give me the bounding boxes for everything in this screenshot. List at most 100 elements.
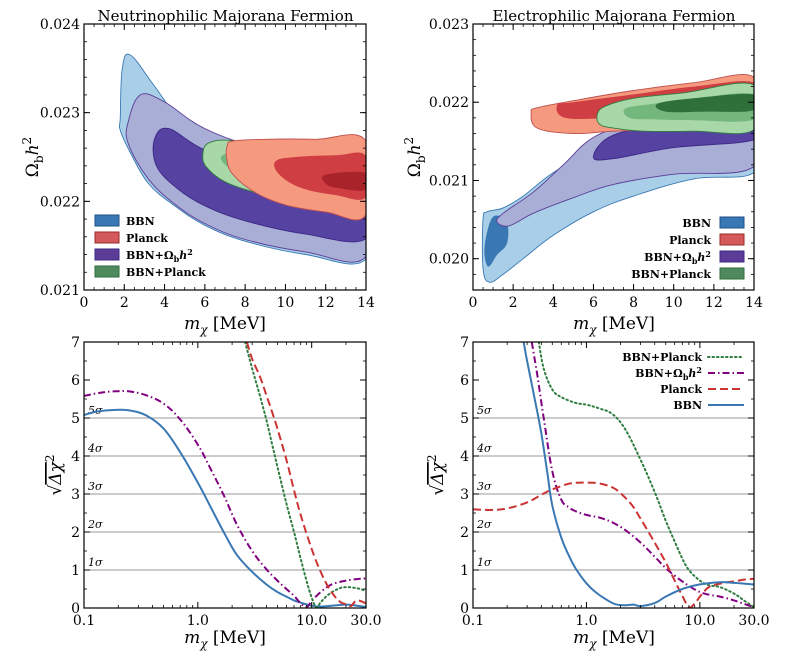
legend-swatch-bbn-b-h <box>94 248 120 261</box>
x-axis-label: mχ [MeV] <box>184 628 266 651</box>
y-tick-label: 0.024 <box>40 17 80 33</box>
y-tick-label: 6 <box>460 373 469 389</box>
x-tick-label: 8 <box>241 295 250 311</box>
series-line-bbn-b-h <box>84 390 366 608</box>
svg-text:Ωbh2: Ωbh2 <box>402 137 428 177</box>
x-tick-label: 0 <box>469 295 478 311</box>
legend-swatch-bbn-b-h <box>719 250 745 263</box>
x-tick-label: 30.0 <box>738 613 769 629</box>
legend-label-planck: Planck <box>126 232 168 245</box>
legend-swatch-bbn <box>719 216 745 229</box>
y-tick-label: 4 <box>460 449 469 465</box>
axes-frame <box>83 341 367 609</box>
y-axis-label: Ωbh2 <box>402 137 428 177</box>
legend-swatch-planck <box>94 231 120 244</box>
axes: 0.1 1.0 10.0 30.0 0 1 2 3 4 5 6 7 <box>460 335 770 629</box>
legend-swatch-planck <box>719 233 745 246</box>
contour-planck-core <box>321 171 366 191</box>
y-tick-label: 0.022 <box>429 95 469 111</box>
legend-label-bbn-b-h: BBN+Ωbh2 <box>635 365 702 382</box>
plot-area <box>481 74 754 283</box>
plot-area <box>118 53 366 265</box>
contour-bbn-inner <box>484 215 509 267</box>
y-axis-label: Ωbh2 <box>20 137 46 177</box>
y-tick-label: 7 <box>71 335 80 351</box>
y-tick-label: 0 <box>460 601 469 617</box>
x-axis-label: mχ [MeV] <box>184 314 266 337</box>
y-tick-label: 0.021 <box>429 173 469 189</box>
legend-swatch-bbn-planck <box>719 267 745 280</box>
x-tick-label: 30.0 <box>350 613 381 629</box>
y-tick-label: 2 <box>460 525 469 541</box>
sigma-label: 3σ <box>88 480 103 493</box>
svg-text:Ωbh2: Ωbh2 <box>20 137 46 177</box>
x-tick-label: 0.1 <box>73 613 95 629</box>
x-tick-label: 12 <box>317 295 335 311</box>
x-tick-label: 14 <box>357 295 375 311</box>
x-tick-label: 8 <box>629 295 638 311</box>
legend-swatch-bbn-planck <box>94 265 120 278</box>
x-axis-label: mχ [MeV] <box>573 628 655 651</box>
x-tick-label: 6 <box>589 295 598 311</box>
panel-title: Neutrinophilic Majorana Fermion <box>98 7 354 25</box>
series-line-bbn <box>522 342 754 608</box>
y-tick-label: 3 <box>71 487 80 503</box>
axes-frame <box>472 341 755 609</box>
x-tick-label: 10 <box>665 295 683 311</box>
y-tick-label: 3 <box>460 487 469 503</box>
panel-electrophilic-contours: Electrophilic Majorana Fermion 0 2 4 6 8 10 12… <box>402 7 763 337</box>
plot-area: 1σ 2σ 3σ 4σ 5σ <box>473 342 754 608</box>
legend-label-bbn: BBN <box>673 399 702 412</box>
series-line-planck <box>473 481 754 608</box>
x-tick-label: 1.0 <box>575 613 597 629</box>
x-tick-label: 12 <box>705 295 723 311</box>
legend: BBN Planck BBN+Ωbh2 BBN+Planck <box>631 216 745 281</box>
x-tick-label: 4 <box>160 295 169 311</box>
sigma-label: 4σ <box>476 442 492 455</box>
legend-label-bbn: BBN <box>682 217 711 230</box>
plot-area: 1σ 2σ 3σ 4σ 5σ <box>84 342 366 608</box>
x-tick-label: 0.1 <box>462 613 484 629</box>
series-line-bbn-planck <box>244 342 366 608</box>
sigma-label: 1σ <box>88 556 103 569</box>
sigma-label: 3σ <box>477 480 492 493</box>
y-tick-label: 5 <box>71 411 80 427</box>
sigma-label: 2σ <box>87 518 103 531</box>
x-tick-label: 10.0 <box>296 613 327 629</box>
legend-label-bbn: BBN <box>126 215 155 228</box>
y-tick-label: 0.022 <box>40 194 80 210</box>
y-tick-label: 6 <box>71 373 80 389</box>
legend-label-planck: Planck <box>660 383 702 396</box>
axes: 0 2 4 6 8 10 12 14 0.020 0.021 0.022 0.023 <box>429 17 763 311</box>
y-tick-label: 1 <box>71 563 80 579</box>
x-tick-label: 2 <box>509 295 518 311</box>
panel-neutrinophilic-delta-chi2: 1σ 2σ 3σ 4σ 5σ 0.1 1.0 10.0 30.0 0 1 2 3 4 5 6 7 mχ [Me… <box>43 335 382 651</box>
y-tick-label: 2 <box>71 525 80 541</box>
x-tick-label: 2 <box>120 295 129 311</box>
legend-swatch-bbn <box>94 214 120 227</box>
y-tick-label: 7 <box>460 335 469 351</box>
legend-label-bbn-planck: BBN+Planck <box>126 266 206 279</box>
y-axis-label: √Δχ2 <box>43 454 66 495</box>
x-axis-label: mχ [MeV] <box>573 314 655 337</box>
legend-label-bbn-b-h: BBN+Ωbh2 <box>126 247 193 264</box>
series-line-bbn <box>84 408 366 608</box>
y-tick-label: 4 <box>71 449 80 465</box>
y-tick-label: 5 <box>460 411 469 427</box>
sigma-label: 4σ <box>87 442 103 455</box>
legend-label-planck: Planck <box>669 234 711 247</box>
legend-label-bbn-b-h: BBN+Ωbh2 <box>644 249 711 266</box>
y-tick-label: 0.021 <box>40 283 80 299</box>
sigma-label: 5σ <box>88 404 103 417</box>
y-axis-label: √Δχ2 <box>425 454 448 495</box>
x-tick-label: 4 <box>549 295 558 311</box>
series-line-planck <box>245 342 366 608</box>
x-tick-label: 6 <box>200 295 209 311</box>
y-tick-label: 0.023 <box>429 17 469 33</box>
series-line-bbn-b-h <box>530 342 754 608</box>
svg-text:√Δχ2: √Δχ2 <box>43 454 66 495</box>
sigma-label: 5σ <box>477 404 492 417</box>
series-line-bbn-planck <box>537 342 754 608</box>
